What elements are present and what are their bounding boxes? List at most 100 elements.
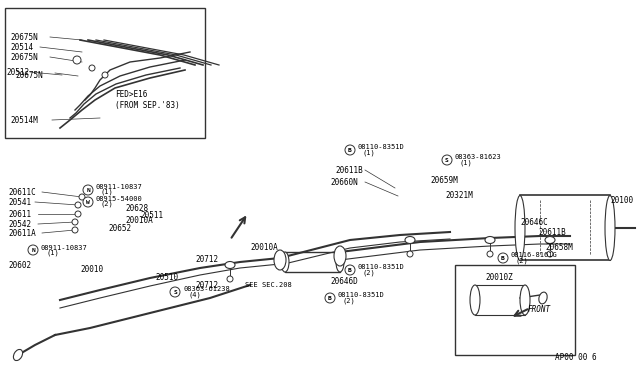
Text: 20100: 20100 xyxy=(610,196,633,205)
Circle shape xyxy=(102,72,108,78)
Text: 20321M: 20321M xyxy=(445,190,473,199)
Circle shape xyxy=(487,251,493,257)
Text: 08110-8351D: 08110-8351D xyxy=(338,292,385,298)
Circle shape xyxy=(227,276,233,282)
Ellipse shape xyxy=(405,237,415,244)
Bar xyxy=(455,265,575,355)
Text: 08911-10837: 08911-10837 xyxy=(95,184,141,190)
Text: 20712: 20712 xyxy=(195,280,218,289)
Text: 20611B: 20611B xyxy=(335,166,363,174)
Text: 20611A: 20611A xyxy=(8,228,36,237)
Text: 20010: 20010 xyxy=(80,266,103,275)
Text: 20602: 20602 xyxy=(8,260,31,269)
Text: 20675N: 20675N xyxy=(15,71,43,80)
Text: (1): (1) xyxy=(460,160,473,166)
Circle shape xyxy=(73,56,81,64)
Text: 20611B: 20611B xyxy=(538,228,566,237)
Text: B: B xyxy=(348,148,352,153)
Text: (4): (4) xyxy=(188,292,201,298)
Ellipse shape xyxy=(520,285,530,315)
Text: (2): (2) xyxy=(100,201,113,207)
Ellipse shape xyxy=(281,252,289,272)
Bar xyxy=(475,285,525,315)
Text: 08110-8351D: 08110-8351D xyxy=(358,144,404,150)
Text: 08363-81623: 08363-81623 xyxy=(455,154,502,160)
Text: N: N xyxy=(31,247,35,253)
Circle shape xyxy=(547,251,553,257)
Circle shape xyxy=(498,253,508,263)
Text: B: B xyxy=(501,256,505,260)
Text: 20652: 20652 xyxy=(108,224,131,232)
Text: 20712: 20712 xyxy=(195,256,218,264)
Text: (2): (2) xyxy=(363,270,376,276)
Text: 20512: 20512 xyxy=(6,67,29,77)
Ellipse shape xyxy=(334,246,346,266)
Ellipse shape xyxy=(336,252,344,272)
Circle shape xyxy=(345,145,355,155)
Ellipse shape xyxy=(515,196,525,260)
Circle shape xyxy=(28,245,38,255)
Text: 20675N: 20675N xyxy=(10,52,38,61)
Circle shape xyxy=(72,219,78,225)
Bar xyxy=(285,252,340,272)
Circle shape xyxy=(72,227,78,233)
Text: FED>E16
(FROM SEP.'83): FED>E16 (FROM SEP.'83) xyxy=(115,90,180,110)
Text: 08116-8161G: 08116-8161G xyxy=(511,252,557,258)
Circle shape xyxy=(75,202,81,208)
Ellipse shape xyxy=(274,250,286,270)
Text: 20611: 20611 xyxy=(8,209,31,218)
Ellipse shape xyxy=(539,292,547,304)
Circle shape xyxy=(83,185,93,195)
Circle shape xyxy=(83,197,93,207)
Text: 20514M: 20514M xyxy=(10,115,38,125)
Text: 20611C: 20611C xyxy=(8,187,36,196)
Text: (2): (2) xyxy=(343,298,356,304)
Ellipse shape xyxy=(485,237,495,244)
Circle shape xyxy=(407,251,413,257)
Text: 08110-8351D: 08110-8351D xyxy=(358,264,404,270)
Circle shape xyxy=(89,65,95,71)
Text: 20010Z: 20010Z xyxy=(485,273,513,282)
Text: 20010A: 20010A xyxy=(250,244,278,253)
Text: 20510: 20510 xyxy=(155,273,178,282)
Text: (1): (1) xyxy=(46,250,59,256)
Text: B: B xyxy=(348,267,352,273)
Text: FRONT: FRONT xyxy=(528,305,551,314)
Text: 20542: 20542 xyxy=(8,219,31,228)
Text: 20541: 20541 xyxy=(8,198,31,206)
Ellipse shape xyxy=(605,196,615,260)
Bar xyxy=(520,195,610,260)
Text: AP00 00 6: AP00 00 6 xyxy=(555,353,596,362)
Text: 20659M: 20659M xyxy=(430,176,458,185)
Text: 20646D: 20646D xyxy=(330,278,358,286)
Circle shape xyxy=(75,211,81,217)
Ellipse shape xyxy=(13,349,22,360)
Text: 08363-61238: 08363-61238 xyxy=(183,286,230,292)
Text: 20628: 20628 xyxy=(125,203,148,212)
Text: (2): (2) xyxy=(516,258,529,264)
Text: 08911-10837: 08911-10837 xyxy=(40,245,87,251)
Circle shape xyxy=(79,194,85,200)
Text: SEE SEC.208: SEE SEC.208 xyxy=(245,282,292,288)
Ellipse shape xyxy=(470,285,480,315)
Text: S: S xyxy=(445,157,449,163)
Text: 20675N: 20675N xyxy=(10,32,38,42)
Text: 20010A: 20010A xyxy=(125,215,153,224)
Text: 20511: 20511 xyxy=(140,211,163,219)
Ellipse shape xyxy=(225,262,235,269)
Ellipse shape xyxy=(545,237,555,244)
Text: W: W xyxy=(86,199,90,205)
Text: 08915-54000: 08915-54000 xyxy=(95,196,141,202)
Circle shape xyxy=(345,265,355,275)
Circle shape xyxy=(170,287,180,297)
Text: 20658M: 20658M xyxy=(545,244,573,253)
Text: (1): (1) xyxy=(100,189,113,195)
Text: N: N xyxy=(86,187,90,192)
Text: 20660N: 20660N xyxy=(330,177,358,186)
Text: 20514: 20514 xyxy=(10,42,33,51)
Text: 20646C: 20646C xyxy=(520,218,548,227)
Circle shape xyxy=(325,293,335,303)
Text: B: B xyxy=(328,295,332,301)
Text: (1): (1) xyxy=(363,150,376,156)
Bar xyxy=(5,8,205,138)
